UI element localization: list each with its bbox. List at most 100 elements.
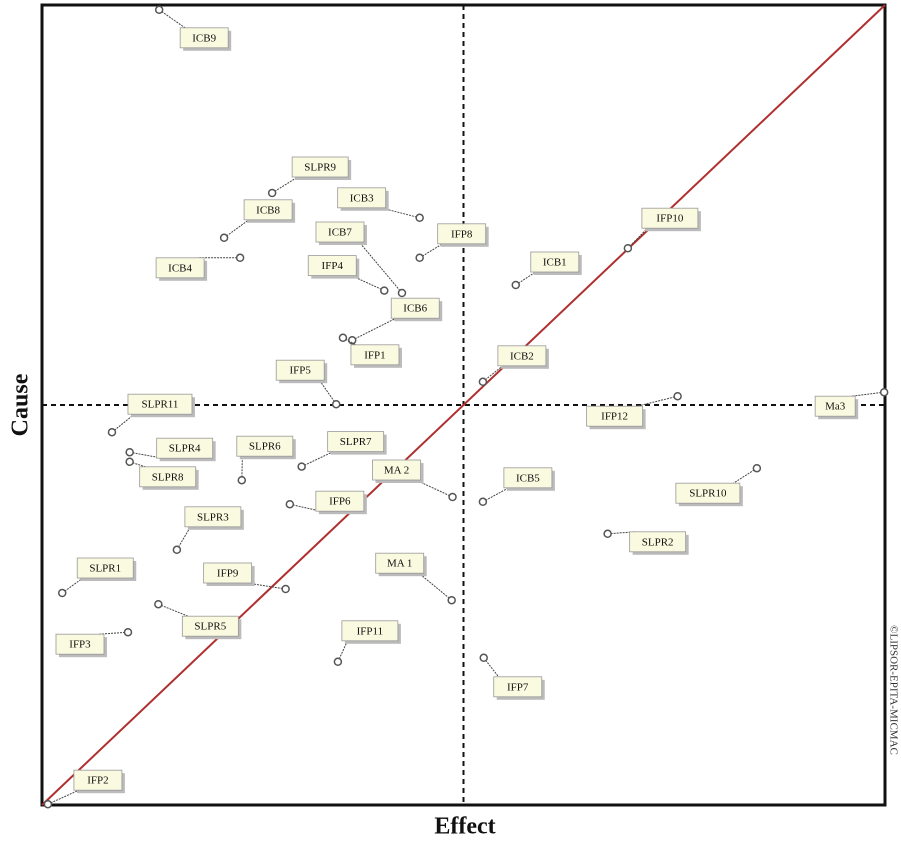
connector <box>607 531 636 535</box>
point <box>347 335 357 345</box>
point <box>285 499 295 509</box>
connector <box>246 582 286 590</box>
point-group: ICB3 <box>337 187 424 223</box>
point <box>154 599 163 609</box>
label-box <box>675 482 741 504</box>
label-box <box>341 620 399 642</box>
connector <box>733 467 758 484</box>
x-axis-title: Effect <box>434 814 495 840</box>
point-label: ICB8 <box>256 204 280 216</box>
point-group: ICB5 <box>478 467 555 507</box>
label-box <box>73 769 123 791</box>
point-label: ICB2 <box>510 350 534 362</box>
connector <box>358 241 403 294</box>
point-label: ICB4 <box>168 262 192 274</box>
point-label: IFP10 <box>656 213 683 225</box>
point <box>478 497 488 507</box>
point <box>237 475 247 485</box>
point <box>57 588 67 598</box>
point <box>123 627 133 637</box>
point-group: IFP9 <box>203 562 290 594</box>
point-group: SLPR2 <box>603 529 689 555</box>
point-label: ICB6 <box>403 303 427 315</box>
connector <box>418 572 453 601</box>
point-label: SLPR6 <box>249 441 281 453</box>
point-label: SLPR2 <box>642 536 674 548</box>
point-group: ICB6 <box>347 297 443 345</box>
point-label: IFP9 <box>217 568 239 580</box>
point-label: MA 2 <box>384 465 409 477</box>
point <box>380 286 389 295</box>
point <box>154 5 164 15</box>
point-group: ICB9 <box>154 5 232 51</box>
connector <box>419 243 443 259</box>
point <box>281 584 290 594</box>
point <box>338 333 348 343</box>
point-label: SLPR9 <box>304 162 336 174</box>
point-label: SLPR4 <box>169 443 201 455</box>
point-label: MA 1 <box>387 558 412 570</box>
label-box <box>315 490 365 512</box>
label-box <box>236 435 294 457</box>
point-label: ICB7 <box>328 227 352 239</box>
point-group: ICB8 <box>219 199 296 243</box>
label-box <box>315 221 365 243</box>
credit: ©LIPSOR-EPITA-MICMAC <box>887 625 899 755</box>
connector <box>342 337 356 346</box>
point-group: SLPR1 <box>57 557 137 598</box>
point-group: IFP6 <box>285 490 367 515</box>
point <box>125 447 134 457</box>
connector <box>851 391 885 397</box>
y-axis-title: Cause <box>8 373 34 436</box>
label-box <box>275 359 325 381</box>
label-box <box>327 431 385 453</box>
point-group: SLPR3 <box>172 506 244 555</box>
point-group: SLPR4 <box>125 437 216 462</box>
connector <box>158 9 186 29</box>
point <box>511 280 521 290</box>
point-group: SLPR10 <box>675 463 762 507</box>
point-label: IFP2 <box>87 775 108 787</box>
label-box <box>497 345 547 367</box>
point <box>879 387 889 397</box>
point-group: IFP10 <box>623 207 701 253</box>
point <box>603 529 612 539</box>
label-box <box>372 459 421 481</box>
point-label: IFP3 <box>69 639 91 651</box>
point-group: IFP4 <box>307 255 389 295</box>
label-box <box>586 405 644 427</box>
point-group: ICB2 <box>478 345 549 387</box>
connector <box>289 503 321 512</box>
point <box>478 377 488 387</box>
connector <box>627 227 648 249</box>
point-group: IFP8 <box>415 223 489 263</box>
point <box>479 653 488 663</box>
point-label: IFP12 <box>601 411 628 423</box>
label-box <box>179 27 229 49</box>
label-box <box>493 676 543 698</box>
point-group: Ma3 <box>814 387 889 420</box>
point <box>673 391 682 401</box>
point-group: SLPR7 <box>297 431 387 471</box>
point-label: IFP1 <box>364 349 385 361</box>
label-box <box>184 506 242 528</box>
point-label: IFP4 <box>322 260 344 272</box>
label-box <box>203 562 253 584</box>
point-label: IFP11 <box>357 625 384 637</box>
label-box <box>375 552 425 574</box>
point <box>333 657 343 667</box>
point <box>623 243 633 253</box>
label-box <box>530 251 580 273</box>
point-label: IFP7 <box>507 681 529 693</box>
point-group: ICB7 <box>315 221 407 298</box>
point-label: SLPR8 <box>152 471 184 483</box>
point-group: MA 1 <box>375 552 456 605</box>
point <box>752 463 762 473</box>
label-box <box>291 156 349 178</box>
label-box <box>307 255 357 277</box>
label-box <box>437 223 487 245</box>
connector <box>158 603 189 617</box>
point <box>415 213 424 223</box>
connector <box>482 487 509 503</box>
label-box <box>127 393 193 415</box>
